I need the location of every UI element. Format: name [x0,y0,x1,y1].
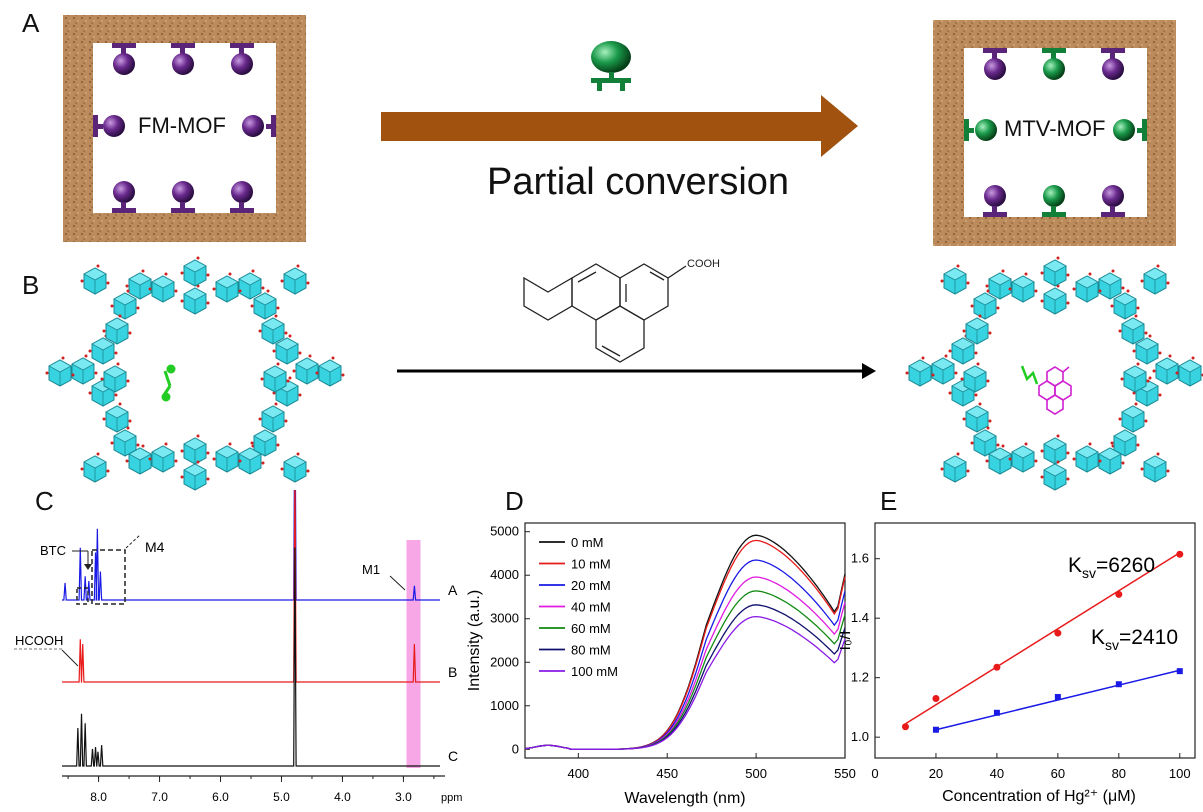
spectrum-label: A [448,582,458,598]
panel-label-a: A [22,8,40,38]
pyrene-guest [1038,366,1072,415]
x-tick-label: 40 [990,766,1004,781]
legend-label: 60 mM [571,621,611,636]
x-tick-label: 400 [567,766,589,781]
data-point [932,726,939,733]
y-tick-label: 5000 [490,524,519,539]
y-tick-label: 2000 [490,654,519,669]
y-tick-label: 0 [512,741,519,756]
annotation-ksv-2410: Ksv=2410 [1091,626,1178,653]
x-tick-label: 80 [1112,766,1126,781]
panel-label-e: E [880,486,898,516]
spectrum-line-C [62,547,440,767]
x-tick-label: 500 [745,766,767,781]
y-tick-label: 1.4 [851,610,869,625]
panel-label-c: C [35,486,54,516]
legend-label: 10 mM [571,557,611,572]
green-substituent [1020,365,1039,385]
plot-frame [874,522,1196,759]
x-axis-label: Concentration of Hg²⁺ (μM) [942,788,1136,805]
annotation-line [389,575,406,591]
panel-label-d: D [505,486,524,516]
legend-label: 80 mM [571,643,611,658]
mof-structure-left [46,257,345,491]
data-point [1115,590,1123,598]
y-tick-label: 4000 [490,567,519,582]
y-tick-label: 3000 [490,611,519,626]
spectrum-label: C [448,748,458,764]
legend-label: 40 mM [571,600,611,615]
x-tick-label: 100 [1169,766,1191,781]
x-tick-label: 8.0 [90,790,107,804]
pyrene-carboxylic-acid [523,263,687,363]
panel-label-b: B [22,270,40,300]
data-point [1115,681,1122,688]
x-tick-label: 450 [656,766,678,781]
x-axis-label: ppm [441,792,462,804]
conversion-arrow [381,95,858,157]
fm-mof-label: FM-MOF [138,113,226,138]
spectrum-label: B [448,664,457,680]
ligand-purple [93,43,276,213]
legend-label: 20 mM [571,578,611,593]
annotation-box-btc [76,587,89,605]
data-point [993,663,1001,671]
annotation-m4: M4 [145,539,165,555]
panel-b-structures: COOH [0,255,1203,495]
mtv-mof-label: MTV-MOF [1004,116,1106,141]
x-tick-label: 3.0 [395,790,412,804]
x-tick-label: 6.0 [212,790,229,804]
spectrum-line-B [62,490,440,683]
data-point [993,709,1000,716]
spectrum-line-A [62,490,440,601]
mof-structure-right [906,257,1203,491]
stern-volmer-chart: 0 20 40 60 80 100 1.0 1.2 1.4 1.6 Concentration of… [840,522,1196,805]
annotation-m1: M1 [362,562,380,577]
y-axis-label: I₀/I [840,631,854,651]
annotation-line [61,649,79,667]
y-tick-label: 1.0 [851,729,869,744]
panel-a-schematic [63,15,1176,246]
data-point [932,695,940,703]
y-tick-label: 1.6 [851,551,869,566]
green-substituent [161,364,176,402]
reagent-cooh-label: COOH [687,258,720,270]
legend-label: 100 mM [571,664,618,679]
legend-label: 0 mM [571,535,604,550]
ligand-mixed [964,48,1147,217]
x-tick-label: 4.0 [334,790,351,804]
fit-line [905,552,1181,725]
x-tick-label: 550 [834,766,856,781]
x-tick-label: 20 [929,766,943,781]
x-tick-label: 5.0 [273,790,290,804]
x-tick-label: 7.0 [151,790,168,804]
nmr-spectra-chart: 8.0 7.0 6.0 5.0 4.0 3.0 ppm A B C BTC M4 M1 HCOOH [14,490,462,804]
data-point [901,723,909,731]
arrow-caption: Partial conversion [487,161,790,203]
annotation-box-m4 [91,549,126,605]
y-axis-label: Intensity (a.u.) [466,590,483,691]
green-ligand-icon [591,41,631,91]
x-tick-label: 60 [1051,766,1065,781]
series-line [524,615,846,750]
annotation-hcooh: HCOOH [15,633,63,648]
x-tick-label: 0 [871,766,878,781]
y-tick-label: 1000 [490,698,519,713]
annotation-btc: BTC [40,543,66,558]
data-point [1176,668,1183,675]
x-axis-label: Wavelength (nm) [624,790,745,807]
annotation-ksv-6260: Ksv=6260 [1068,554,1155,581]
data-point [1054,629,1062,637]
data-point [1054,694,1061,701]
data-point [1176,550,1184,558]
annotation-line [125,534,141,549]
annotation-arrowhead [84,564,92,570]
y-tick-label: 1.2 [851,670,869,685]
fluorescence-chart: 400 450 500 550 0 1000 2000 3000 4000 5000 Wavelen… [466,522,856,807]
